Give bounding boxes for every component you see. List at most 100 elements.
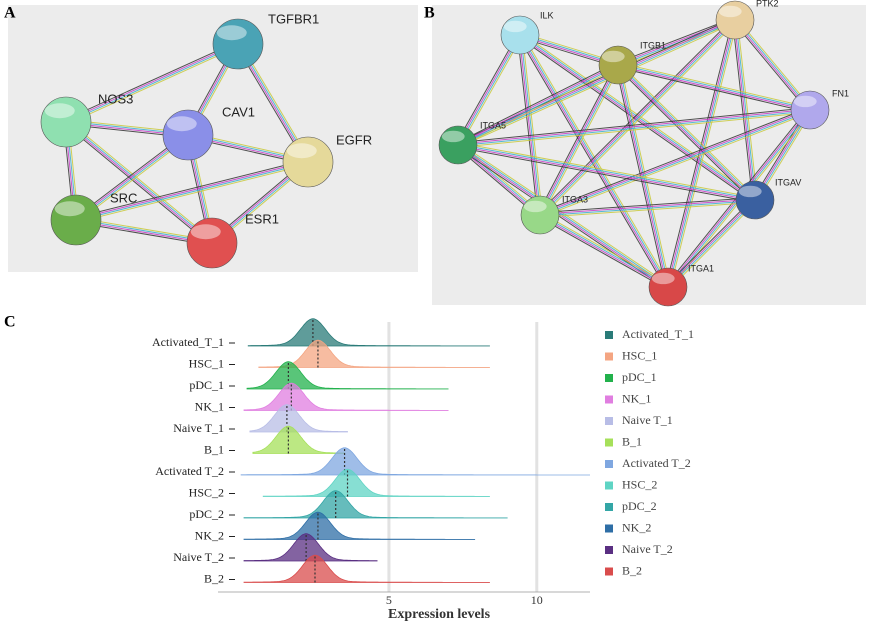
panel-label: C: [4, 314, 16, 331]
ridge: [246, 361, 449, 390]
node-label: ITGB1: [640, 40, 666, 50]
edge: [618, 63, 811, 110]
edge: [456, 62, 618, 144]
edge: [456, 34, 520, 145]
node-highlight: [738, 185, 762, 198]
edge: [66, 44, 239, 124]
edge: [540, 65, 620, 216]
legend-swatch: [605, 503, 613, 511]
edge: [668, 20, 737, 288]
panel-label: B: [424, 5, 435, 22]
node-label: ILK: [540, 10, 554, 20]
node: [50, 194, 102, 246]
edge: [665, 197, 754, 286]
y-tick-label: pDC_2: [189, 507, 224, 521]
node-label: ESR1: [245, 211, 279, 226]
legend-swatch: [605, 546, 613, 554]
edge: [539, 108, 810, 215]
edge: [458, 66, 620, 148]
node-highlight: [44, 103, 75, 119]
edge: [458, 65, 619, 147]
ridge: [243, 382, 449, 411]
edge: [736, 18, 813, 109]
edge: [615, 66, 754, 203]
edge: [520, 34, 670, 287]
node: [282, 136, 334, 188]
edge: [618, 62, 811, 109]
edge: [540, 213, 669, 287]
node-highlight: [286, 143, 317, 159]
ridge: [243, 490, 508, 519]
legend-label: NK_2: [622, 520, 651, 534]
edge: [455, 33, 519, 145]
y-tick-label: Activated T_2: [155, 464, 224, 478]
y-tick-label: B_2: [204, 571, 224, 585]
edge: [65, 122, 212, 245]
node: [715, 0, 755, 40]
ridge: [252, 425, 345, 454]
node: [648, 267, 688, 307]
edge: [458, 21, 737, 148]
legend-label: HSC_1: [622, 348, 657, 362]
edge: [517, 35, 539, 216]
edge: [521, 34, 543, 215]
edge: [619, 64, 671, 287]
y-tick-label: pDC_1: [189, 378, 224, 392]
legend-label: Activated_T_1: [622, 327, 694, 341]
edge: [457, 107, 810, 144]
edge: [617, 65, 755, 201]
edge: [540, 111, 812, 218]
y-tick-label: NK_1: [195, 399, 224, 413]
legend-swatch: [605, 438, 613, 447]
x-tick-label: 5: [386, 593, 392, 607]
edge: [76, 163, 309, 223]
ridge: [262, 468, 490, 497]
edge: [539, 19, 735, 215]
panel-b-background: [432, 5, 866, 305]
y-tick-label: NK_2: [195, 528, 224, 542]
node: [520, 195, 560, 235]
edge: [541, 65, 621, 217]
node-label: TGFBR1: [268, 11, 319, 26]
edge: [616, 17, 735, 64]
edge: [539, 197, 755, 214]
edge: [75, 160, 308, 220]
legend-label: Naive T_1: [622, 413, 673, 427]
edge: [538, 107, 810, 214]
edge: [458, 35, 522, 146]
node-highlight: [216, 25, 247, 41]
node-highlight: [190, 224, 221, 240]
edge: [66, 120, 213, 243]
edge: [519, 35, 755, 202]
edge: [540, 110, 811, 217]
node-label: NOS3: [98, 91, 133, 106]
node-highlight: [651, 272, 675, 285]
edge: [76, 162, 309, 222]
edge: [540, 201, 756, 218]
edge: [668, 200, 756, 288]
legend-swatch: [605, 352, 613, 361]
edge: [736, 19, 758, 200]
edge: [538, 216, 668, 290]
x-axis-title: Expression levels: [388, 607, 491, 622]
edge: [732, 20, 754, 201]
legend-swatch: [605, 567, 613, 576]
edge: [66, 45, 240, 125]
node-label: ITGA5: [480, 120, 506, 130]
edge: [518, 35, 540, 216]
edge: [540, 20, 736, 216]
legend-label: NK_1: [622, 391, 651, 405]
node-highlight: [718, 5, 742, 18]
legend-swatch: [605, 481, 613, 490]
edge: [458, 142, 756, 199]
edge: [734, 20, 810, 111]
edge: [617, 65, 810, 112]
edge: [669, 201, 758, 290]
edge: [732, 21, 809, 112]
panel-label: A: [4, 5, 16, 22]
edge: [458, 110, 811, 147]
node: [186, 217, 238, 269]
edge: [540, 212, 670, 286]
edge: [64, 41, 238, 121]
